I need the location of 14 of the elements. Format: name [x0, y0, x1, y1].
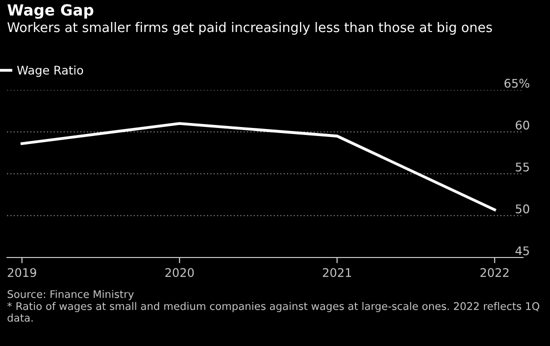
- legend-label: Wage Ratio: [17, 65, 84, 77]
- chart-title: Wage Gap: [7, 4, 94, 19]
- y-tick-label: 60: [516, 120, 530, 130]
- x-tick-label: 2021: [322, 268, 352, 278]
- y-tick-label: 45: [516, 246, 529, 256]
- y-tick-label: 50: [516, 204, 530, 214]
- source-note: Source: Finance Ministry: [8, 290, 134, 300]
- y-tick-label: 65%: [504, 78, 530, 88]
- text: * Ratio of wages at small and medium companies against wages at large-scale ones. 2022 reflects 1Q data.: [7, 302, 540, 322]
- y-tick-label: 55: [516, 162, 529, 172]
- x-tick-label: 2020: [165, 268, 194, 278]
- x-tick-label: 2022: [480, 268, 508, 278]
- x-tick-label: 2019: [8, 268, 36, 278]
- chart-subtitle: Workers at smaller firms get paid increasingly less than those at big ones: [7, 22, 492, 35]
